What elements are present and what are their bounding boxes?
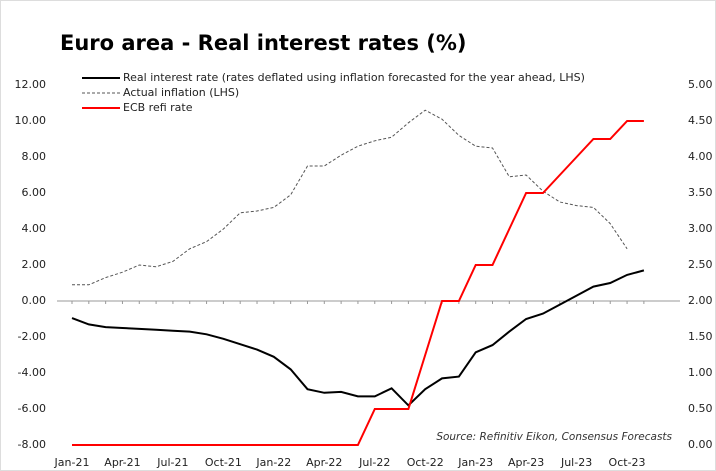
- x-tick-label: Jul-22: [358, 456, 390, 469]
- y-tick-label: 4.00: [22, 222, 47, 235]
- y-tick-label: -2.00: [18, 330, 46, 343]
- source-note: Source: Refinitiv Eikon, Consensus Forec…: [436, 431, 672, 443]
- y-tick-label: 8.00: [22, 150, 47, 163]
- y2-tick-label: 2.50: [688, 258, 713, 271]
- legend-label: Real interest rate (rates deflated using…: [123, 71, 585, 84]
- x-tick-label: Jan-22: [255, 456, 291, 469]
- x-tick-label: Jul-23: [560, 456, 592, 469]
- series-line: [72, 109, 628, 286]
- x-tick-label: Jul-21: [156, 456, 188, 469]
- x-tick-label: Jan-21: [54, 456, 90, 469]
- x-tick-label: Apr-23: [508, 456, 544, 469]
- x-tick-label: Apr-21: [104, 456, 140, 469]
- y2-tick-label: 2.00: [688, 294, 713, 307]
- y-tick-label: -4.00: [18, 366, 46, 379]
- chart-title: Euro area - Real interest rates (%): [60, 31, 467, 55]
- y-tick-label: 2.00: [22, 258, 47, 271]
- legend-label: ECB refi rate: [123, 101, 193, 114]
- y-tick-label: 6.00: [22, 186, 47, 199]
- y2-tick-label: 5.00: [688, 78, 713, 91]
- x-tick-label: Jan-23: [457, 456, 493, 469]
- y2-tick-label: 1.50: [688, 330, 713, 343]
- x-tick-label: Apr-22: [306, 456, 342, 469]
- y-tick-label: 10.00: [15, 114, 47, 127]
- x-tick-label: Oct-22: [407, 456, 444, 469]
- y-tick-label: -6.00: [18, 402, 46, 415]
- y2-tick-label: 4.50: [688, 114, 713, 127]
- y-tick-label: 12.00: [15, 78, 47, 91]
- y2-tick-label: 3.50: [688, 186, 713, 199]
- x-tick-label: Oct-21: [205, 456, 242, 469]
- y-tick-label: -8.00: [18, 438, 46, 451]
- y2-tick-label: 1.00: [688, 366, 713, 379]
- y2-tick-label: 4.00: [688, 150, 713, 163]
- legend-label: Actual inflation (LHS): [123, 86, 239, 99]
- y2-tick-label: 3.00: [688, 222, 713, 235]
- y2-tick-label: 0.00: [688, 438, 713, 451]
- y2-tick-label: 0.50: [688, 402, 713, 415]
- series-line: [71, 269, 645, 407]
- y-tick-label: 0.00: [22, 294, 47, 307]
- x-tick-label: Oct-23: [609, 456, 646, 469]
- series-line: [72, 120, 644, 446]
